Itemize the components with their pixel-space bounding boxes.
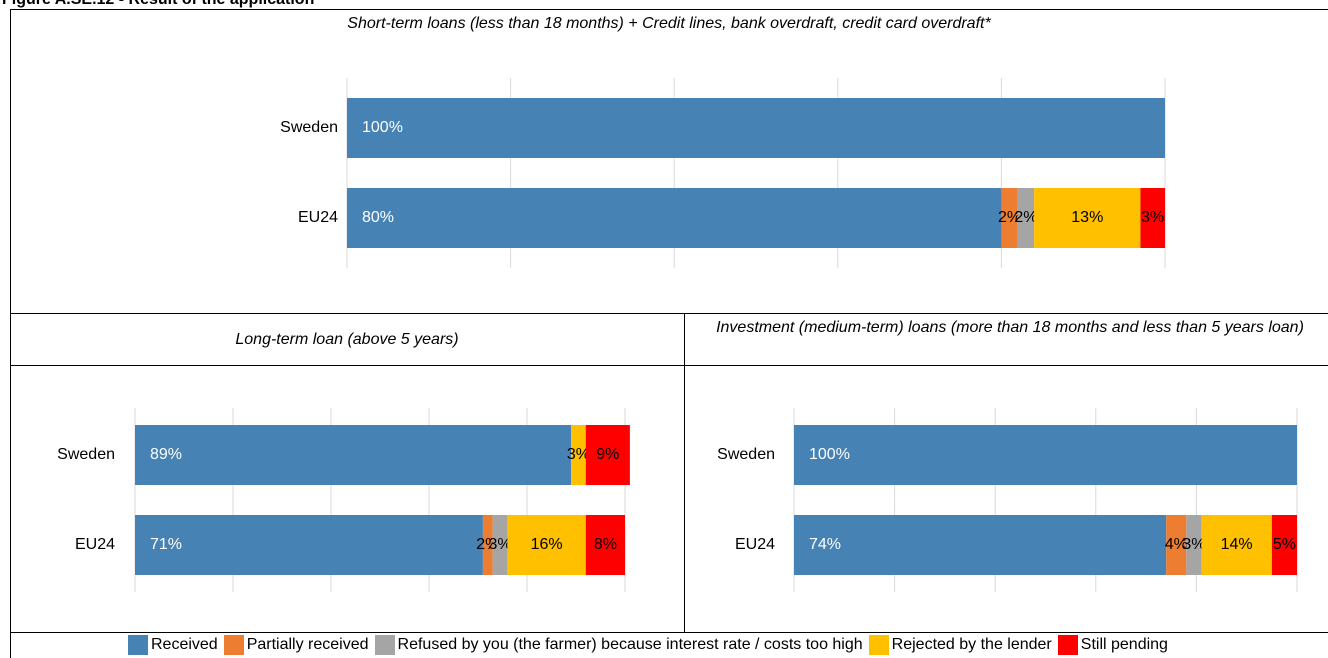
category-label: Sweden <box>717 446 775 463</box>
chart-title: Short-term loans (less than 18 months) +… <box>347 15 991 32</box>
bar-segment <box>347 98 1165 158</box>
bar-segment <box>482 515 493 575</box>
data-label: 5% <box>1273 536 1296 553</box>
bar-segment <box>492 515 508 575</box>
legend-item: Refused by you (the farmer) because inte… <box>374 634 863 656</box>
category-label: Sweden <box>280 119 338 136</box>
legend-item: Received <box>128 634 218 656</box>
data-label: 89% <box>150 446 182 463</box>
legend-label: Partially received <box>246 636 369 653</box>
bar-segment <box>135 425 572 485</box>
category-label: EU24 <box>75 536 115 553</box>
bar-segment <box>1186 515 1202 575</box>
data-label: 9% <box>596 446 619 463</box>
bar-segment <box>571 425 586 485</box>
data-label: 14% <box>1221 536 1253 553</box>
bar-segment <box>1001 188 1018 248</box>
data-label: 3% <box>1141 209 1164 226</box>
legend-label: Refused by you (the farmer) because inte… <box>397 636 863 653</box>
legend-label: Received <box>151 636 218 653</box>
bar-segment <box>1166 515 1187 575</box>
legend-swatch <box>374 635 395 655</box>
data-label: 3% <box>567 446 590 463</box>
bar-segment <box>135 515 483 575</box>
bar-segment <box>1271 515 1297 575</box>
data-label: 2% <box>998 209 1021 226</box>
legend-swatch <box>223 635 244 655</box>
category-label: Sweden <box>57 446 115 463</box>
category-label: EU24 <box>735 536 775 553</box>
data-label: 3% <box>1182 536 1205 553</box>
bar-segment <box>1140 188 1165 248</box>
bar-segment <box>585 425 630 485</box>
data-label: 8% <box>594 536 617 553</box>
legend-item: Rejected by the lender <box>868 634 1052 656</box>
bar-segment <box>1201 515 1272 575</box>
figure-title: Figure A.SE.12 - Result of the applicati… <box>2 0 314 9</box>
data-label: 80% <box>362 209 394 226</box>
bar-segment <box>507 515 586 575</box>
legend-item: Partially received <box>223 634 369 656</box>
data-label: 74% <box>809 536 841 553</box>
legend-item: Still pending <box>1057 634 1168 656</box>
legend-swatch <box>128 635 148 655</box>
data-label: 16% <box>531 536 563 553</box>
data-label: 71% <box>150 536 182 553</box>
chart-title: Long-term loan (above 5 years) <box>235 331 459 348</box>
bar-segment <box>347 188 1002 248</box>
legend-label: Rejected by the lender <box>891 636 1052 653</box>
legend-swatch <box>868 635 889 655</box>
category-label: EU24 <box>298 209 338 226</box>
legend: Received Partially received Refused by you… <box>128 634 1174 656</box>
bar-segment <box>794 425 1297 485</box>
legend-swatch <box>1057 635 1078 655</box>
data-label: 3% <box>488 536 511 553</box>
outer-border <box>10 9 1328 658</box>
frame <box>10 9 1328 658</box>
data-label: 100% <box>362 119 403 136</box>
chart-title: Investment (medium-term) loans (more tha… <box>716 319 1304 336</box>
legend-label: Still pending <box>1080 636 1168 653</box>
data-label: 4% <box>1165 536 1188 553</box>
data-label: 13% <box>1071 209 1103 226</box>
bar-segment <box>794 515 1167 575</box>
bar-segment <box>585 515 625 575</box>
bar-segment <box>1017 188 1035 248</box>
data-label: 2% <box>1014 209 1037 226</box>
bar-segment <box>1034 188 1141 248</box>
data-label: 100% <box>809 446 850 463</box>
